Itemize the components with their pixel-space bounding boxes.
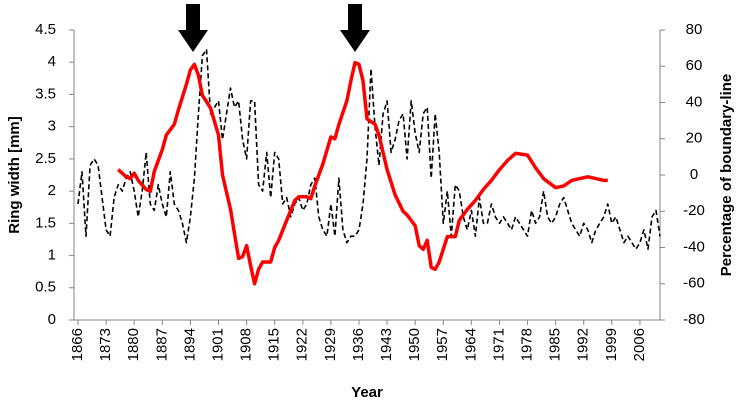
y2-tick-label: 60 (686, 57, 703, 74)
y2-tick-label: -60 (683, 275, 705, 292)
x-tick-label: 1950 (406, 328, 423, 361)
arrow (178, 4, 208, 52)
x-tick-label: 1894 (181, 328, 198, 361)
x-tick-label: 1866 (69, 328, 86, 361)
y-axis-label: Ring width [mm] (6, 116, 23, 233)
x-tick-label: 1971 (490, 328, 507, 361)
y-tick-label: 1 (48, 247, 56, 264)
x-tick-label: 1985 (547, 328, 564, 361)
x-axis-label: Year (351, 384, 383, 401)
series-line (117, 60, 608, 286)
y-tick-label: 1.5 (35, 214, 56, 231)
x-tick-label: 1922 (294, 328, 311, 361)
y-tick-label: 4 (48, 53, 56, 70)
x-tick-label: 2006 (631, 328, 648, 361)
y2-tick-label: 80 (686, 21, 703, 38)
y2-tick-label: 0 (690, 166, 698, 183)
y2-tick-label: -80 (683, 311, 705, 328)
series-line (77, 48, 661, 250)
y2-tick-label: 40 (686, 93, 703, 110)
y-tick-label: 0 (48, 311, 56, 328)
y-tick-label: 3.5 (35, 85, 56, 102)
x-tick-label: 1915 (266, 328, 283, 361)
x-tick-label: 1873 (97, 328, 114, 361)
x-tick-label: 1964 (462, 328, 479, 361)
x-tick-label: 1943 (378, 328, 395, 361)
x-tick-label: 1880 (125, 328, 142, 361)
x-tick-label: 1929 (322, 328, 339, 361)
y2-tick-label: -40 (683, 238, 705, 255)
x-tick-label: 1901 (209, 328, 226, 361)
x-tick-label: 1978 (519, 328, 536, 361)
y-tick-label: 2 (48, 182, 56, 199)
x-tick-label: 1992 (575, 328, 592, 361)
y2-axis-label: Percentage of boundary-line (718, 74, 735, 277)
x-tick-label: 1999 (603, 328, 620, 361)
y-tick-label: 4.5 (35, 21, 56, 38)
y2-tick-label: -20 (683, 202, 705, 219)
x-tick-label: 1908 (238, 328, 255, 361)
y-tick-label: 0.5 (35, 279, 56, 296)
y2-tick-label: 20 (686, 130, 703, 147)
x-tick-label: 1936 (350, 328, 367, 361)
x-tick-label: 1957 (434, 328, 451, 361)
y-tick-label: 2.5 (35, 150, 56, 167)
arrow (340, 4, 370, 52)
x-tick-label: 1887 (153, 328, 170, 361)
y-tick-label: 3 (48, 118, 56, 135)
